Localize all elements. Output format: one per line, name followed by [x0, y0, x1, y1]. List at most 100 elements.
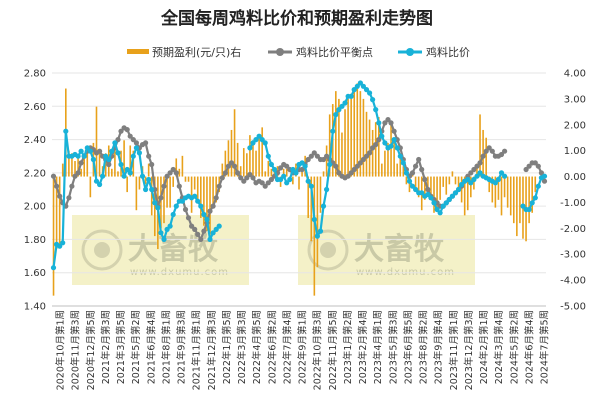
breakeven-point — [278, 165, 284, 171]
ratio-point — [431, 200, 437, 206]
breakeven-point — [345, 173, 351, 179]
profit-bar — [144, 176, 147, 185]
y-left-tick-label: 2.40 — [24, 135, 46, 146]
profit-bar — [285, 168, 288, 177]
ratio-point — [440, 203, 446, 209]
breakeven-point — [78, 160, 84, 166]
breakeven-point — [314, 153, 320, 159]
profit-bar — [175, 158, 178, 177]
ratio-point — [468, 180, 474, 186]
x-tick-label: 2024年7月第5周 — [539, 310, 551, 384]
legend-marker-breakeven — [276, 48, 284, 56]
legend-marker-ratio — [406, 48, 414, 56]
breakeven-point — [213, 195, 219, 201]
profit-bar — [264, 171, 267, 177]
ratio-point — [109, 148, 115, 154]
x-tick-label: 2021年11月第1周 — [191, 310, 203, 390]
breakeven-point — [360, 156, 366, 163]
breakeven-point — [348, 170, 354, 176]
ratio-point — [363, 87, 370, 93]
ratio-point — [81, 153, 87, 159]
profit-bar — [534, 176, 537, 193]
x-tick-label: 2021年8月第1周 — [160, 310, 172, 384]
profit-bar — [387, 142, 389, 177]
ratio-point — [434, 206, 440, 213]
ratio-point — [195, 198, 201, 204]
breakeven-point — [502, 148, 508, 154]
legend-label-ratio: 鸡料比价 — [426, 45, 470, 59]
profit-bar — [307, 176, 310, 218]
profit-bar — [221, 163, 224, 177]
ratio-point — [397, 153, 403, 159]
breakeven-point — [376, 137, 382, 143]
ratio-point — [287, 176, 293, 183]
profit-bar — [227, 140, 230, 177]
profit-bar — [246, 153, 248, 177]
ratio-point — [290, 166, 296, 173]
breakeven-point — [324, 153, 330, 159]
breakeven-point — [250, 175, 256, 181]
breakeven-point — [158, 195, 164, 201]
profit-bar — [224, 150, 227, 177]
profit-bar — [436, 176, 438, 208]
profit-bar — [497, 176, 500, 200]
breakeven-point — [483, 148, 489, 154]
ratio-point — [271, 166, 278, 173]
watermark-logo-icon — [81, 229, 123, 271]
ratio-point — [532, 195, 538, 201]
ratio-point — [541, 173, 548, 179]
ratio-point — [409, 183, 416, 189]
breakeven-point — [66, 195, 72, 201]
ratio-point — [502, 173, 508, 179]
profit-bar — [61, 163, 64, 177]
profit-bar — [374, 122, 377, 177]
ratio-point — [63, 128, 69, 134]
profit-bar — [377, 117, 380, 177]
breakeven-point — [225, 163, 231, 169]
breakeven-point — [268, 176, 274, 183]
breakeven-point — [182, 206, 189, 213]
profit-bar — [261, 127, 263, 177]
breakeven-point — [486, 145, 492, 151]
profit-bar — [463, 176, 466, 216]
breakeven-point — [541, 178, 548, 184]
x-tick-label: 2020年11月第3周 — [70, 310, 82, 390]
legend-swatch-profit — [127, 49, 149, 54]
ratio-point — [324, 186, 330, 193]
profit-bar — [95, 106, 98, 177]
y-left-tick-label: 1.40 — [24, 302, 46, 313]
ratio-point — [250, 140, 256, 146]
profit-bar — [83, 158, 86, 177]
ratio-point — [170, 211, 176, 218]
y-right-tick-label: 2.00 — [564, 120, 586, 131]
x-tick-label: 2020年10月第1周 — [55, 310, 67, 390]
y-left-tick-label: 1.60 — [24, 268, 46, 279]
x-tick-label: 2023年2月第4周 — [357, 310, 369, 384]
profit-bar — [282, 168, 285, 177]
breakeven-point — [526, 163, 532, 169]
ratio-point — [446, 196, 452, 203]
legend: 预期盈利(元/只)右 鸡料比价平衡点 鸡料比价 — [127, 45, 470, 59]
breakeven-point — [259, 180, 265, 186]
profit-bar — [77, 155, 79, 177]
profit-bar — [328, 114, 331, 177]
ratio-point — [459, 181, 465, 188]
ratio-point — [167, 223, 173, 229]
ratio-point — [100, 173, 106, 179]
breakeven-point — [185, 215, 192, 221]
ratio-point — [268, 161, 274, 168]
breakeven-point — [416, 156, 422, 163]
ratio-point — [419, 190, 425, 196]
ratio-point — [281, 173, 287, 179]
breakeven-point — [72, 173, 78, 179]
profit-bar — [153, 176, 156, 237]
profit-bar — [344, 109, 346, 177]
profit-bar — [405, 176, 408, 185]
ratio-point — [210, 230, 216, 236]
x-tick-label: 2024年6月第4周 — [523, 310, 535, 384]
breakeven-point — [232, 163, 238, 169]
breakeven-point — [477, 160, 483, 166]
breakeven-point — [489, 148, 495, 154]
